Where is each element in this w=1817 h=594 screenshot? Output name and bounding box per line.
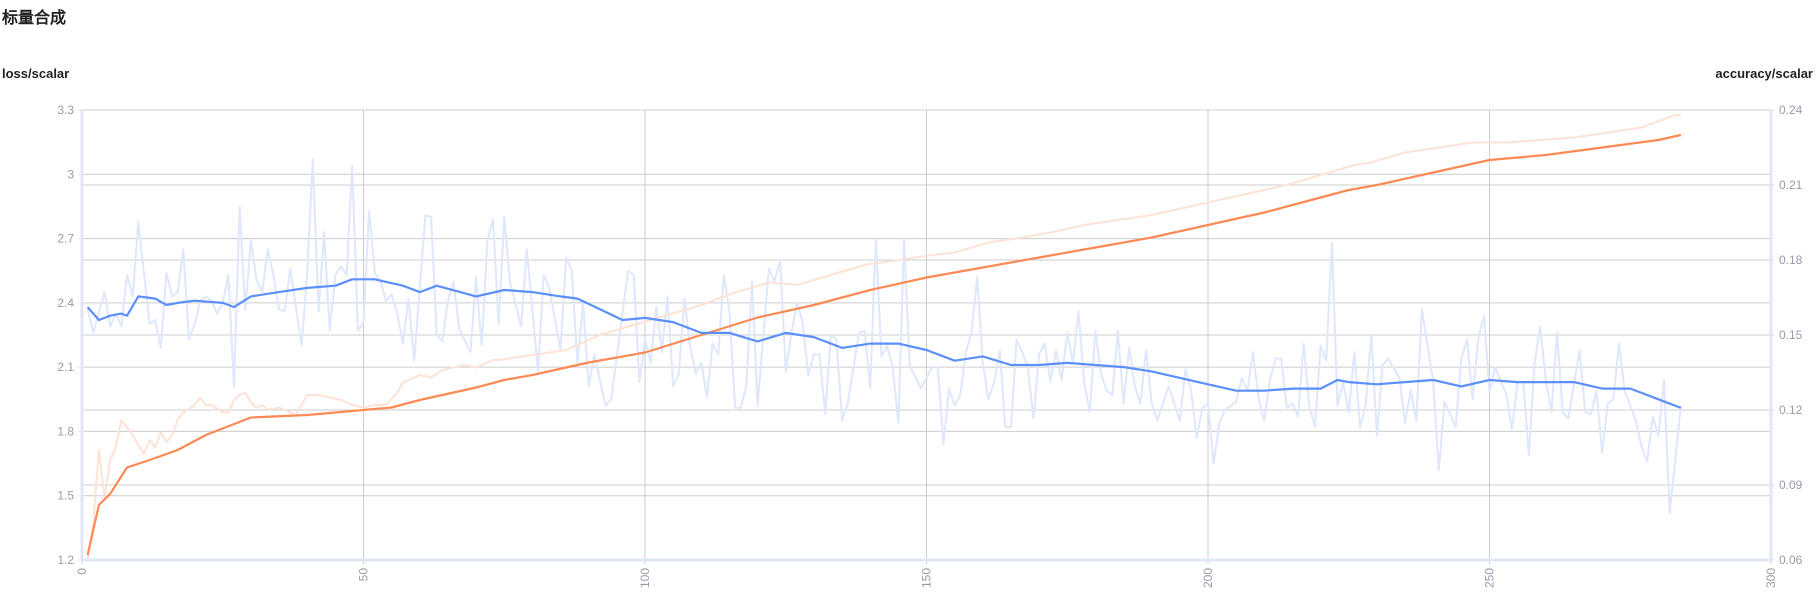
left-tick-label: 2.1 — [57, 360, 74, 374]
left-axis-label: loss/scalar — [2, 66, 70, 81]
left-tick-label: 3 — [67, 167, 74, 181]
left-tick-label: 1.8 — [57, 424, 74, 438]
loss-smoothed-line — [86, 278, 1682, 409]
right-tick-label: 0.06 — [1779, 553, 1803, 567]
right-axis-label: accuracy/scalar — [1715, 66, 1813, 81]
left-tick-label: 2.7 — [57, 232, 74, 246]
left-tick-label: 3.3 — [57, 103, 74, 117]
x-tick-label: 300 — [1764, 568, 1778, 588]
x-tick-label: 250 — [1483, 568, 1497, 588]
right-tick-label: 0.24 — [1779, 103, 1803, 117]
right-tick-label: 0.21 — [1779, 178, 1803, 192]
right-tick-label: 0.18 — [1779, 253, 1803, 267]
x-tick-label: 0 — [75, 568, 89, 575]
page-title: 标量合成 — [2, 10, 67, 27]
left-tick-label: 1.2 — [57, 553, 74, 567]
accuracy-raw-line — [86, 114, 1681, 561]
x-tick-label: 100 — [638, 568, 652, 588]
x-tick-label: 200 — [1201, 568, 1215, 588]
left-tick-label: 1.5 — [57, 489, 74, 503]
x-tick-label: 150 — [920, 568, 934, 588]
right-tick-label: 0.15 — [1779, 328, 1803, 342]
right-tick-label: 0.09 — [1779, 478, 1803, 492]
left-tick-label: 2.4 — [57, 296, 74, 310]
right-tick-label: 0.12 — [1779, 403, 1803, 417]
x-tick-label: 50 — [357, 568, 371, 582]
loss-raw-line — [86, 158, 1682, 514]
accuracy-smoothed-line — [86, 133, 1682, 556]
